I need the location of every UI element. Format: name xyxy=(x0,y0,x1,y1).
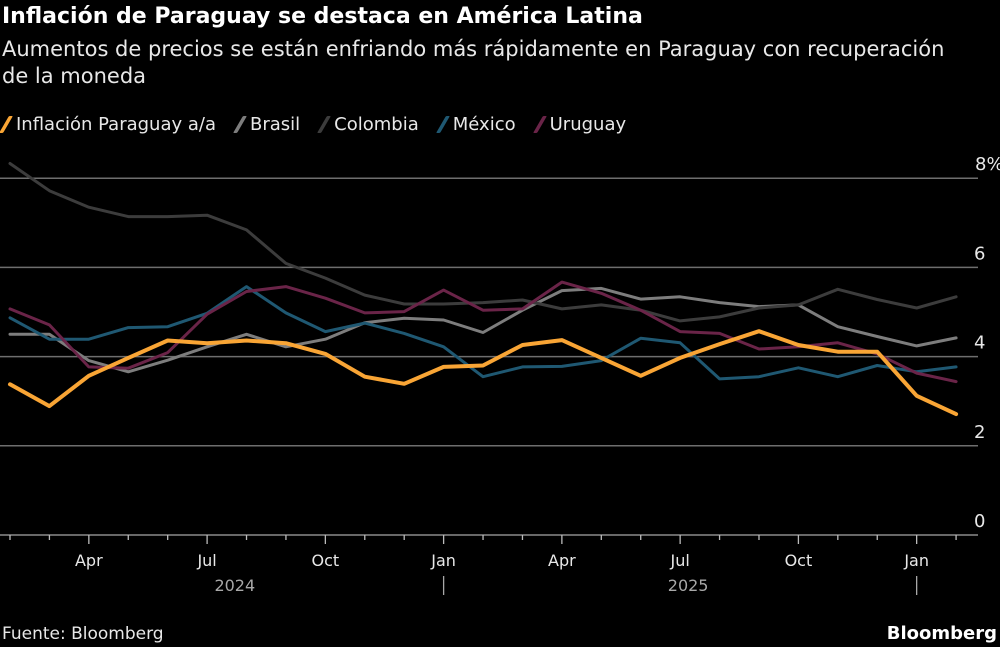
chart-subtitle: Aumentos de precios se están enfriando m… xyxy=(2,37,945,88)
series-line-mexico xyxy=(8,285,958,381)
y-tick-label: 6 xyxy=(974,243,985,264)
bloomberg-logo: Bloomberg xyxy=(886,623,997,644)
legend-label: México xyxy=(452,114,516,135)
legend-item: Brasil xyxy=(233,114,301,135)
legend-item: Colombia xyxy=(317,114,419,135)
x-tick-label: Oct xyxy=(785,551,813,570)
chart-title: Inflación de Paraguay se destaca en Amér… xyxy=(2,4,643,29)
series-line-inflacion-paraguay-a-a xyxy=(8,329,959,417)
x-year-label: 2025 xyxy=(668,576,709,595)
source-note: Fuente: Bloomberg xyxy=(2,624,164,644)
y-tick-label: 2 xyxy=(974,422,985,443)
y-tick-label: 8% xyxy=(975,154,1000,175)
x-tick-label: Jan xyxy=(430,551,456,570)
x-year-label: 2024 xyxy=(214,576,255,595)
y-tick-label: 4 xyxy=(974,333,985,354)
legend-label: Brasil xyxy=(250,114,301,135)
series-line-colombia xyxy=(8,162,958,323)
x-tick-label: Apr xyxy=(75,551,103,570)
legend-label: Colombia xyxy=(334,114,419,135)
x-tick-label: Oct xyxy=(312,551,340,570)
y-tick-label: 0 xyxy=(974,511,985,532)
legend-label: Inflación Paraguay a/a xyxy=(16,114,216,135)
legend-label: Uruguay xyxy=(549,114,627,135)
x-tick-label: Jul xyxy=(669,551,689,570)
x-tick-label: Apr xyxy=(548,551,576,570)
legend: Inflación Paraguay a/a Brasil Colombia Méxi… xyxy=(0,114,627,135)
legend-item: México xyxy=(435,114,516,135)
x-tick-label: Jan xyxy=(903,551,929,570)
x-tick-label: Jul xyxy=(196,551,216,570)
legend-item: Uruguay xyxy=(532,114,627,135)
legend-item: Inflación Paraguay a/a xyxy=(0,114,216,135)
